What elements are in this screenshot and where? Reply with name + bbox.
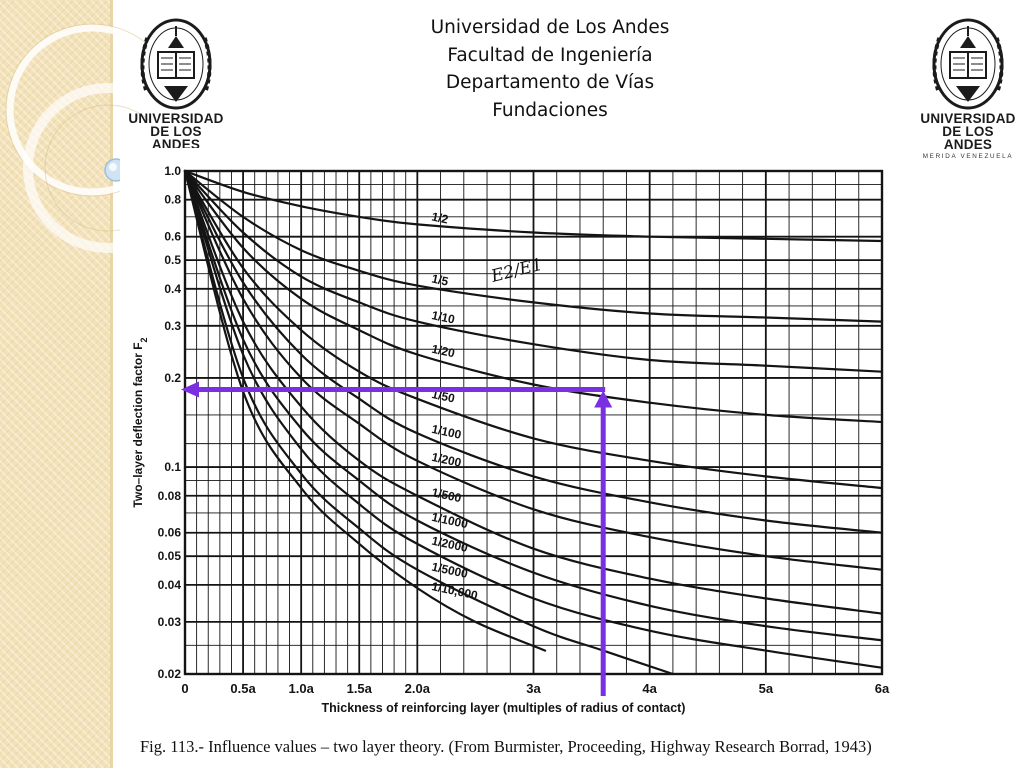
curve-ratio-1-5000 xyxy=(183,169,674,676)
horizontal-arrow-head xyxy=(181,381,199,398)
chart-curves xyxy=(183,169,884,676)
curve-ratio-1-50 xyxy=(183,169,884,490)
curve-ratio-1-500 xyxy=(183,169,884,615)
university-seal-icon xyxy=(140,18,212,110)
curve-label-1-2: 1/2 xyxy=(430,209,450,226)
y-tick-label: 0.02 xyxy=(158,667,182,681)
university-logo-left: UNIVERSIDAD DE LOS ANDES MERIDA VENEZUEL… xyxy=(128,12,224,160)
y-tick-label: 0.5 xyxy=(164,253,181,267)
curve-label-1-200: 1/200 xyxy=(430,450,463,470)
university-logo-right: UNIVERSIDAD DE LOS ANDES MERIDA VENEZUEL… xyxy=(920,12,1016,160)
decorative-side-strip xyxy=(0,0,113,768)
y-axis-label-subscript: 2 xyxy=(139,337,149,342)
x-tick-label: 1.0a xyxy=(289,681,315,696)
curve-label-1-500: 1/500 xyxy=(430,485,463,505)
x-tick-label: 0.5a xyxy=(230,681,256,696)
y-tick-label: 0.08 xyxy=(158,489,182,503)
curve-label-1-20: 1/20 xyxy=(430,342,456,361)
chart-grid xyxy=(183,169,884,676)
header-university: Universidad de Los Andes xyxy=(430,17,670,38)
x-tick-label: 5a xyxy=(759,681,774,696)
x-tick-label: 6a xyxy=(875,681,890,696)
y-tick-label: 0.06 xyxy=(158,526,182,540)
figure-caption: Fig. 113.- Influence values – two layer … xyxy=(140,737,872,756)
x-tick-label: 0 xyxy=(181,681,188,696)
curve-ratio-1-10 xyxy=(183,169,884,373)
curve-ratio-1-10-000 xyxy=(183,169,547,652)
university-seal-icon xyxy=(932,18,1004,110)
chart-tick-labels: 0 0.5a 1.0a 1.5a 2.0a 3a 4a 5a 6a 1.0 0.8 0.6 0.5 0.4… xyxy=(158,164,890,696)
logo-name-line1: UNIVERSIDAD xyxy=(920,111,1016,126)
logo-name-line2: DE LOS ANDES xyxy=(942,124,994,152)
curve-label-1-10: 1/10 xyxy=(430,308,456,327)
y-tick-label: 0.03 xyxy=(158,615,182,629)
x-tick-label: 2.0a xyxy=(405,681,431,696)
curve-ratio-1-20 xyxy=(183,169,884,424)
x-tick-label: 4a xyxy=(642,681,657,696)
vertical-arrow-head xyxy=(594,390,613,408)
y-axis-label-text: Two–layer deflection factor F xyxy=(131,342,145,507)
y-axis-label: Two–layer deflection factor F2 xyxy=(131,337,149,507)
x-tick-label: 1.5a xyxy=(347,681,373,696)
y-tick-label: 0.6 xyxy=(164,230,181,244)
y-tick-label: 0.4 xyxy=(164,282,181,296)
y-tick-label: 1.0 xyxy=(164,164,181,178)
header-faculty: Facultad de Ingeniería xyxy=(447,44,653,66)
header-department: Departamento de Vías xyxy=(445,72,655,93)
curve-ratio-1-1000 xyxy=(183,169,884,642)
curve-ratio-1-100 xyxy=(183,169,884,534)
curve-ratio-1-2 xyxy=(183,169,884,243)
curve-ratio-1-200 xyxy=(183,169,884,571)
y-tick-label: 0.8 xyxy=(164,193,181,207)
y-tick-label: 0.1 xyxy=(164,460,181,474)
logo-name-line2: DE LOS ANDES xyxy=(150,124,202,152)
x-axis-label: Thickness of reinforcing layer (multiple… xyxy=(322,701,686,715)
y-tick-label: 0.05 xyxy=(158,549,182,563)
curve-label-1-100: 1/100 xyxy=(430,422,463,442)
curve-label-1-5: 1/5 xyxy=(430,272,450,289)
y-tick-label: 0.3 xyxy=(164,319,181,333)
header-course: Fundaciones xyxy=(492,99,608,121)
curve-ratio-1-5 xyxy=(183,169,884,323)
chart-curve-labels: 1/21/51/101/201/501/1001/2001/5001/10001… xyxy=(430,209,479,602)
y-tick-label: 0.04 xyxy=(158,578,182,592)
logo-name-line1: UNIVERSIDAD xyxy=(128,111,224,126)
y-tick-label: 0.2 xyxy=(164,371,181,385)
x-tick-label: 3a xyxy=(526,681,541,696)
slide-header: Universidad de Los Andes Facultad de Ing… xyxy=(300,14,800,124)
logo-subtitle: MERIDA VENEZUELA xyxy=(922,153,1014,160)
curve-ratio-1-2000 xyxy=(183,169,884,669)
reading-arrows xyxy=(181,381,613,696)
deflection-factor-chart: 1/21/51/101/201/501/1001/2001/5001/10001… xyxy=(120,148,900,720)
